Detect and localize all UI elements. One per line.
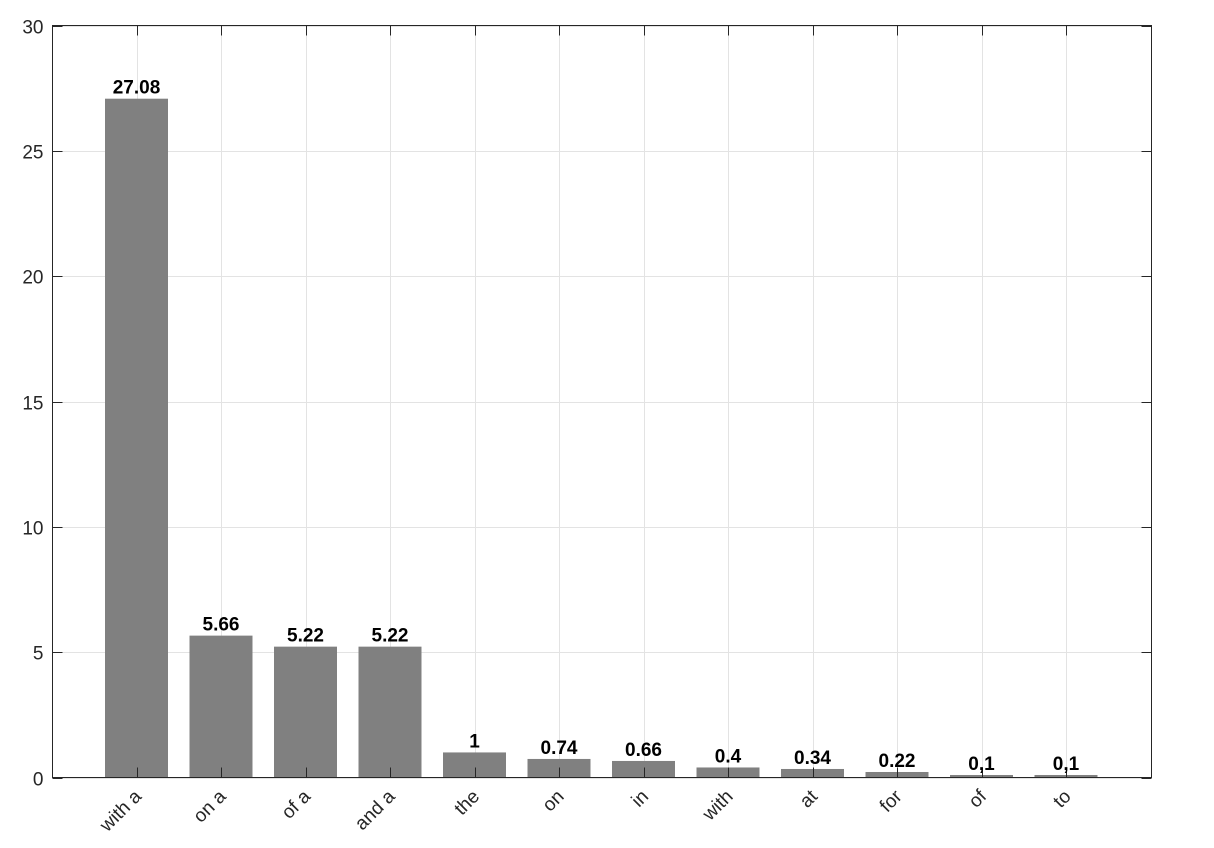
x-axis-category-labels: with a on a of a and a the on in with at for of to [95, 786, 1075, 837]
y-tick-label: 25 [22, 143, 43, 164]
y-axis-tick-labels: 0 5 10 15 20 25 30 [22, 18, 43, 791]
y-tick-label: 0 [33, 770, 44, 791]
x-category-label: with [698, 786, 737, 825]
bar-the [443, 752, 506, 778]
bar-value-label: 0,1 [1053, 754, 1080, 775]
bar-value-label: 0.4 [715, 746, 742, 767]
x-category-label: the [451, 786, 485, 820]
y-tick-label: 5 [33, 644, 44, 665]
x-category-label: of [965, 786, 992, 813]
x-category-label: in [628, 786, 653, 811]
grid-lines [52, 25, 1152, 779]
x-category-label: and a [351, 786, 400, 835]
bar-value-label: 0.22 [879, 751, 916, 772]
axis-ticks [52, 25, 1152, 779]
bar-in [612, 760, 675, 778]
bars [105, 98, 1098, 778]
bar-value-label: 5.22 [372, 626, 409, 647]
bar-at [781, 768, 844, 778]
bar-with-a [105, 98, 168, 778]
bar-value-label: 0,1 [968, 754, 995, 775]
x-category-label: on [539, 786, 569, 816]
bar-of-a [274, 646, 337, 778]
plot-area-frame [52, 25, 1152, 778]
bar-value-label: 27.08 [113, 78, 161, 99]
x-category-label: on a [190, 786, 231, 827]
y-tick-label: 15 [22, 394, 43, 415]
x-category-label: with a [95, 786, 146, 837]
bar-value-label: 0.74 [541, 738, 578, 759]
y-tick-label: 30 [22, 18, 43, 39]
y-tick-label: 10 [22, 519, 43, 540]
bar-value-labels: 27.08 5.66 5.22 5.22 1 0.74 0.66 0.4 0.34 0.22 0,1… [113, 78, 1080, 775]
bar-value-label: 5.22 [287, 626, 324, 647]
x-category-label: at [796, 786, 823, 813]
bar-and-a [358, 646, 422, 778]
x-category-label: of a [278, 786, 316, 824]
bar-value-label: 1 [469, 731, 480, 752]
bar-value-label: 0.34 [794, 748, 831, 769]
bar-of [950, 774, 1013, 778]
y-tick-label: 20 [22, 268, 43, 289]
bar-value-label: 0.66 [625, 740, 662, 761]
bar-on-a [189, 635, 253, 778]
bar-value-label: 5.66 [203, 615, 240, 636]
x-category-label: for [876, 786, 907, 817]
x-category-label: to [1049, 786, 1075, 812]
